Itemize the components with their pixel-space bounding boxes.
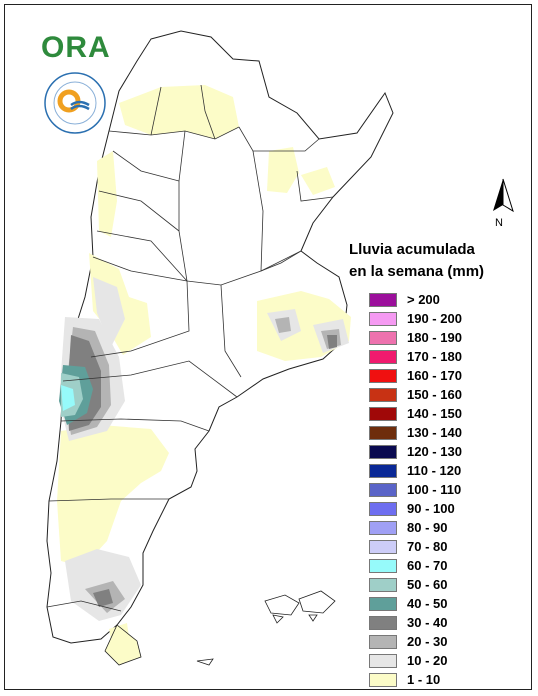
legend-item: > 200 [369, 291, 529, 310]
legend-swatch [369, 483, 397, 497]
legend-swatch [369, 407, 397, 421]
legend-swatch [369, 369, 397, 383]
legend-label: 80 - 90 [407, 520, 448, 535]
legend-item: 10 - 20 [369, 652, 529, 671]
legend-item: 70 - 80 [369, 538, 529, 557]
legend-item: 120 - 130 [369, 443, 529, 462]
legend-item: 30 - 40 [369, 614, 529, 633]
legend-swatch [369, 388, 397, 402]
legend-item: 150 - 160 [369, 386, 529, 405]
legend-item: 170 - 180 [369, 348, 529, 367]
legend-swatch [369, 426, 397, 440]
legend-label: 40 - 50 [407, 596, 448, 611]
legend-item: 130 - 140 [369, 424, 529, 443]
legend-swatch [369, 578, 397, 592]
legend-item: 140 - 150 [369, 405, 529, 424]
north-arrow-icon [493, 178, 514, 213]
tierra-del-fuego [104, 624, 142, 666]
legend-label: 130 - 140 [407, 425, 462, 440]
legend-label: 20 - 30 [407, 634, 448, 649]
legend-swatch [369, 597, 397, 611]
legend-item: 50 - 60 [369, 576, 529, 595]
legend-label: > 200 [407, 292, 440, 307]
legend-item: 100 - 110 [369, 481, 529, 500]
isla-estados [196, 658, 214, 666]
rain-60-70-area [61, 385, 75, 411]
legend-item: 60 - 70 [369, 557, 529, 576]
legend-swatch [369, 635, 397, 649]
legend-item: 190 - 200 [369, 310, 529, 329]
malvinas-islands [264, 590, 336, 624]
legend-label: 140 - 150 [407, 406, 462, 421]
legend-swatch [369, 616, 397, 630]
legend-item: 180 - 190 [369, 329, 529, 348]
legend-label: 150 - 160 [407, 387, 462, 402]
legend-label: 120 - 130 [407, 444, 462, 459]
map-frame: ORA N Lluvia acumulada en la semana (mm)… [4, 4, 532, 690]
legend-swatch [369, 293, 397, 307]
ora-logo: ORA [41, 31, 111, 65]
legend-swatch [369, 540, 397, 554]
legend-item: 80 - 90 [369, 519, 529, 538]
north-label: N [495, 217, 503, 229]
legend-label: 1 - 10 [407, 672, 441, 687]
legend-swatch [369, 559, 397, 573]
legend-label: 180 - 190 [407, 330, 462, 345]
legend-label: 10 - 20 [407, 653, 448, 668]
legend-label: 70 - 80 [407, 539, 448, 554]
legend-swatch [369, 464, 397, 478]
legend-label: 190 - 200 [407, 311, 462, 326]
legend-item: 20 - 30 [369, 633, 529, 652]
legend-swatch [369, 654, 397, 668]
legend-swatch [369, 350, 397, 364]
province-boundaries [46, 84, 334, 612]
legend-title: Lluvia acumulada en la semana (mm) [349, 239, 484, 283]
legend-label: 50 - 60 [407, 577, 448, 592]
legend-swatch [369, 673, 397, 687]
legend-swatch [369, 312, 397, 326]
legend-label: 170 - 180 [407, 349, 462, 364]
legend-item: 90 - 100 [369, 500, 529, 519]
legend-title-line2: en la semana (mm) [349, 263, 485, 280]
legend-label: 110 - 120 [407, 463, 462, 478]
legend-swatch [369, 521, 397, 535]
legend-label: 90 - 100 [407, 501, 455, 516]
legend-swatch [369, 502, 397, 516]
legend-title-line1: Lluvia acumulada [349, 241, 475, 258]
rainfall-map [46, 30, 394, 666]
legend-label: 160 - 170 [407, 368, 462, 383]
legend-swatch [369, 331, 397, 345]
legend-item: 110 - 120 [369, 462, 529, 481]
legend-item: 1 - 10 [369, 671, 529, 689]
legend-item: 40 - 50 [369, 595, 529, 614]
legend-label: 60 - 70 [407, 558, 448, 573]
legend-label: 30 - 40 [407, 615, 448, 630]
ora-logo-text: ORA [41, 31, 111, 64]
smn-seal-icon [44, 72, 106, 134]
legend-item: 160 - 170 [369, 367, 529, 386]
legend-label: 100 - 110 [407, 482, 462, 497]
legend-swatch [369, 445, 397, 459]
